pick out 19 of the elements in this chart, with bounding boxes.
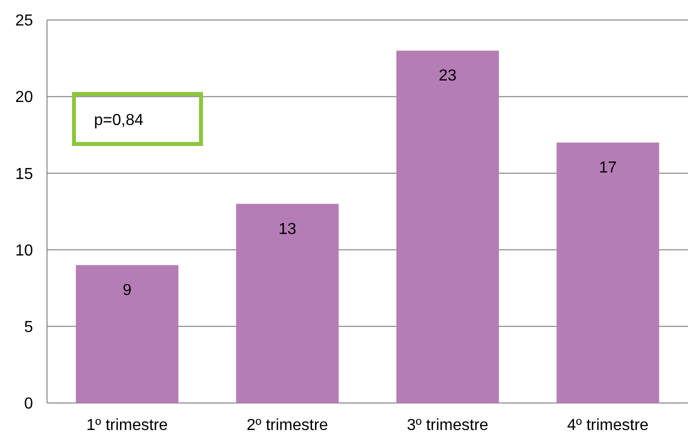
y-tick-label: 15 [15,166,34,183]
y-tick-label: 0 [24,396,34,413]
x-tick-label: 1º trimestre [86,417,168,434]
data-label: 17 [598,160,617,177]
bar [396,50,499,403]
data-label: 9 [122,282,132,300]
data-label: 23 [438,68,457,85]
bar [236,204,339,403]
x-tick-label: 3º trimestre [406,417,488,434]
y-tick-label: 10 [15,242,34,260]
y-tick-label: 5 [24,319,34,336]
bar [556,142,660,403]
x-tick-label: 4º trimestre [567,417,649,434]
x-tick-label: 2º trimestre [246,417,328,434]
data-label: 13 [278,220,296,238]
bar [76,265,178,403]
y-tick-label: 20 [15,89,34,106]
y-tick-label: 25 [15,12,34,30]
annotation: p=0,84 [94,112,144,129]
